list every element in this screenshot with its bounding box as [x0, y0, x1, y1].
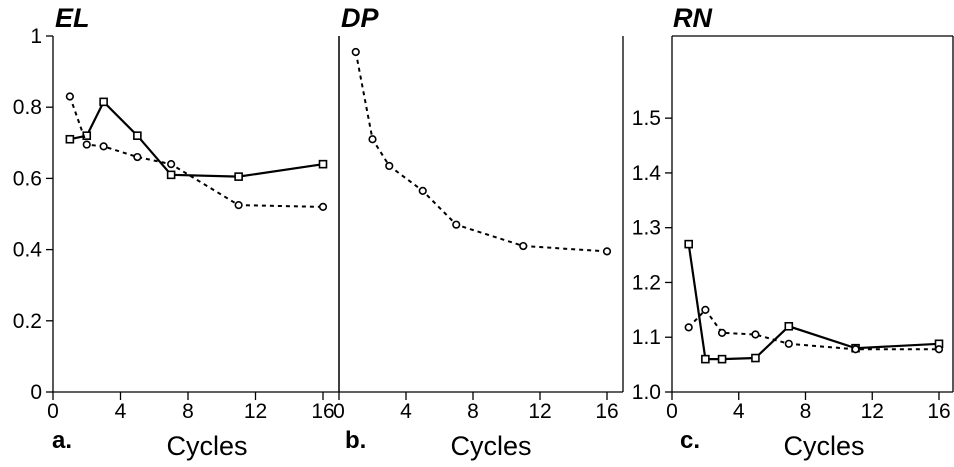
- y-tick-label: 0.4: [13, 239, 43, 262]
- square-marker: [717, 354, 727, 364]
- x-tick-label: 0: [333, 400, 345, 423]
- x-tick-label: 0: [47, 400, 59, 423]
- y-tick-label: 0: [30, 381, 42, 404]
- circle-marker: [318, 202, 328, 211]
- chart-panel-1: EL 0 4 8 12 16 0 0.2 0.4 0.6 0.8 1 a. Cycles: [13, 3, 340, 461]
- square-marker: [701, 354, 710, 364]
- chart-title: RN: [673, 3, 712, 33]
- circle-marker: [519, 241, 528, 251]
- panel-label: c.: [680, 427, 700, 454]
- circle-marker: [351, 47, 360, 57]
- panel-label: b.: [345, 427, 366, 454]
- square-marker: [133, 131, 142, 140]
- y-tick-label: 1.4: [632, 162, 662, 185]
- circle-marker: [82, 140, 91, 149]
- circle-marker: [717, 328, 727, 337]
- y-tick-label: 1: [30, 25, 42, 48]
- x-tick-label: 8: [182, 400, 194, 423]
- x-tick-label: 0: [666, 400, 678, 423]
- x-tick-label: 4: [115, 400, 127, 423]
- chart-title: DP: [341, 3, 379, 33]
- circle-marker: [418, 186, 427, 195]
- circle-marker: [934, 345, 944, 354]
- x-axis-label: Cycles: [166, 431, 247, 461]
- square-marker: [751, 353, 760, 363]
- y-tick-label: 1.5: [632, 107, 661, 130]
- y-tick-label: 1.1: [632, 326, 661, 349]
- x-tick-label: 12: [528, 400, 551, 423]
- x-tick-label: 16: [311, 400, 334, 423]
- circle-marker: [234, 201, 243, 210]
- square-marker: [99, 97, 108, 107]
- y-tick-label: 1.2: [632, 271, 661, 294]
- y-tick-label: 0.6: [13, 167, 42, 190]
- series-line-2: [687, 308, 939, 351]
- y-tick-label: 1.0: [632, 381, 661, 404]
- x-tick-label: 4: [733, 400, 745, 423]
- x-tick-label: 8: [800, 400, 812, 423]
- x-axis-label: Cycles: [450, 431, 531, 461]
- circle-marker: [167, 160, 176, 169]
- y-tick-label: 0.8: [13, 96, 42, 119]
- series-line-2: [68, 96, 324, 208]
- circle-marker: [784, 339, 793, 348]
- circle-marker: [99, 142, 108, 151]
- circle-marker: [368, 135, 377, 144]
- chart-panel-3: RN 0 4 8 12 16 1.0 1.1 1.2 1.3 1.4 1.5 c. Cycles: [632, 3, 954, 461]
- circle-marker: [701, 305, 710, 314]
- x-tick-label: 16: [595, 400, 618, 423]
- x-tick-label: 8: [467, 400, 479, 423]
- x-axis-label: Cycles: [783, 431, 864, 461]
- square-marker: [684, 239, 693, 249]
- square-marker: [65, 134, 75, 144]
- series-line-1: [354, 51, 608, 253]
- square-marker: [234, 172, 243, 181]
- x-tick-label: 12: [244, 400, 267, 423]
- circle-marker: [452, 220, 461, 229]
- square-marker: [784, 321, 794, 331]
- circle-marker: [133, 152, 142, 162]
- x-tick-label: 16: [927, 400, 950, 423]
- y-tick-label: 0.2: [13, 310, 42, 333]
- circle-marker: [385, 161, 394, 171]
- x-tick-label: 12: [861, 400, 884, 423]
- chart-title: EL: [55, 3, 90, 33]
- panel-label: a.: [52, 427, 72, 454]
- chart-panel-2: DP 0 4 8 12 16 b. Cycles: [333, 3, 624, 461]
- x-tick-label: 4: [400, 400, 412, 423]
- circle-marker: [602, 247, 612, 256]
- y-tick-label: 1.3: [632, 217, 661, 240]
- square-marker: [318, 159, 328, 169]
- series-line-1: [687, 243, 940, 361]
- circle-marker: [851, 345, 860, 354]
- square-marker: [166, 170, 176, 180]
- series-line-1: [69, 100, 324, 178]
- circle-marker: [684, 323, 693, 332]
- circle-marker: [65, 92, 74, 101]
- circle-marker: [751, 330, 760, 339]
